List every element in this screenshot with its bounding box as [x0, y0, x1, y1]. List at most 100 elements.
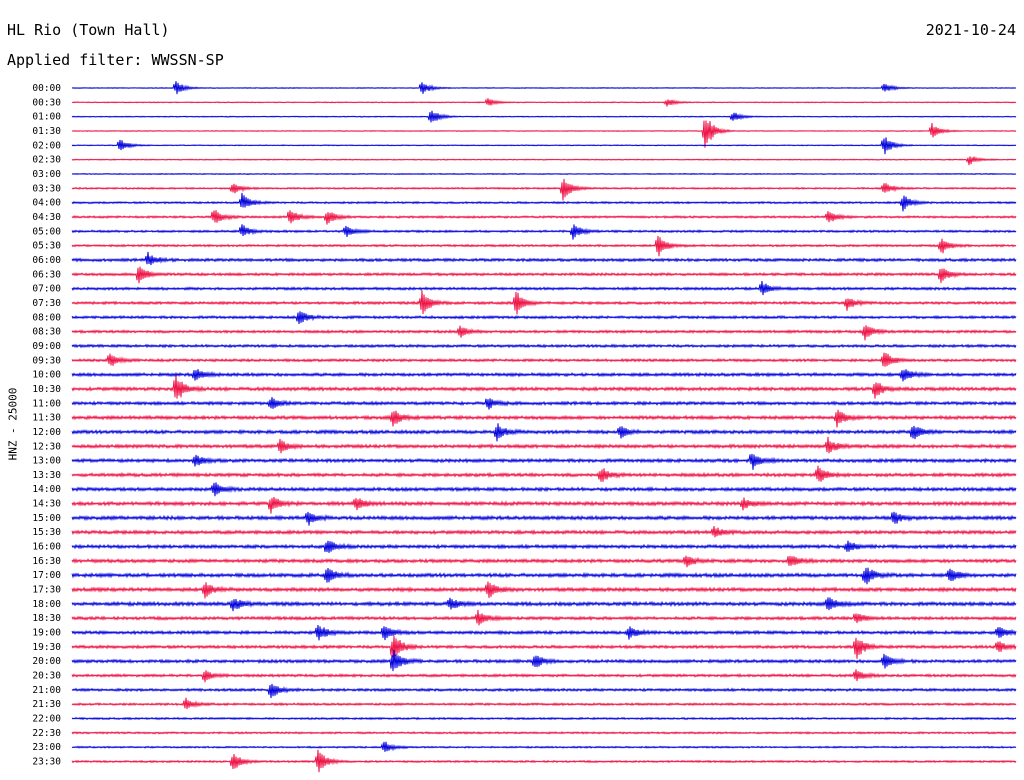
trace-line	[71, 375, 1017, 399]
tick-label: 04:30	[32, 212, 61, 223]
trace-line	[71, 436, 1017, 454]
tick-label: 05:30	[32, 241, 61, 252]
trace-line	[71, 281, 1017, 296]
station-title: HL Rio (Town Hall)	[7, 21, 170, 39]
trace-line	[71, 625, 1017, 641]
tick-label: 18:30	[32, 613, 61, 624]
trace-line	[71, 581, 1017, 599]
trace-line	[71, 137, 1017, 155]
trace-line	[71, 397, 1017, 410]
tick-label: 12:00	[32, 427, 61, 438]
trace-line	[71, 497, 1017, 514]
trace-line	[71, 567, 1017, 585]
tick-label: 23:00	[32, 742, 61, 753]
trace-line	[71, 697, 1017, 710]
tick-label: 00:00	[32, 83, 61, 94]
tick-label: 20:00	[32, 656, 61, 667]
trace-line	[71, 683, 1017, 699]
tick-label: 13:00	[32, 456, 61, 467]
tick-label: 03:30	[32, 183, 61, 194]
tick-label: 13:30	[32, 470, 61, 481]
tick-label: 23:30	[32, 757, 61, 768]
tick-label: 11:00	[32, 398, 61, 409]
trace-line	[71, 156, 1017, 166]
tick-label: 22:30	[32, 728, 61, 739]
tick-label: 16:30	[32, 556, 61, 567]
tick-label: 18:00	[32, 599, 61, 610]
trace-line	[71, 224, 1017, 240]
trace-line	[71, 649, 1017, 672]
tick-label: 21:00	[32, 685, 61, 696]
tick-label: 02:00	[32, 140, 61, 151]
tick-label: 12:30	[32, 441, 61, 452]
chart-date: 2021-10-24	[925, 21, 1016, 39]
tick-label: 02:30	[32, 155, 61, 166]
trace-line	[71, 716, 1017, 721]
tick-label: 19:30	[32, 642, 61, 653]
tick-label: 09:00	[32, 341, 61, 352]
tick-label: 22:00	[32, 714, 61, 725]
tick-label: 17:00	[32, 570, 61, 581]
trace-line	[71, 525, 1017, 538]
trace-line	[71, 110, 1017, 123]
trace-line	[71, 749, 1017, 773]
tick-label: 09:30	[32, 355, 61, 366]
trace-line	[71, 555, 1017, 568]
trace-line	[71, 311, 1017, 325]
tick-label: 08:30	[32, 327, 61, 338]
trace-line	[71, 81, 1017, 95]
trace-line	[71, 609, 1017, 626]
tick-label: 14:30	[32, 499, 61, 510]
tick-label: 04:00	[32, 198, 61, 209]
tick-label: 10:00	[32, 370, 61, 381]
trace-line	[71, 731, 1017, 735]
trace-line	[71, 210, 1017, 225]
tick-label: 17:30	[32, 585, 61, 596]
tick-label: 08:00	[32, 312, 61, 323]
trace-line	[71, 290, 1017, 315]
trace-line	[71, 635, 1017, 659]
tick-label: 10:30	[32, 384, 61, 395]
trace-line	[71, 266, 1017, 284]
tick-label: 16:00	[32, 542, 61, 553]
tick-label: 06:00	[32, 255, 61, 266]
trace-line	[71, 669, 1017, 683]
tick-label: 11:30	[32, 413, 61, 424]
trace-line	[71, 235, 1017, 257]
trace-line	[71, 178, 1017, 201]
trace-line	[71, 172, 1017, 176]
trace-line	[71, 465, 1017, 482]
tick-label: 01:30	[32, 126, 61, 137]
tick-label: 20:30	[32, 671, 61, 682]
tick-label: 14:00	[32, 484, 61, 495]
trace-line	[71, 325, 1017, 341]
trace-line	[71, 741, 1017, 752]
trace-line	[71, 423, 1017, 442]
tick-label: 07:30	[32, 298, 61, 309]
tick-label: 07:00	[32, 284, 61, 295]
trace-line	[71, 352, 1017, 367]
trace-line	[71, 453, 1017, 470]
tick-label: 03:00	[32, 169, 61, 180]
trace-line	[71, 482, 1017, 497]
tick-label: 15:00	[32, 513, 61, 524]
trace-group	[71, 81, 1017, 773]
trace-line	[71, 597, 1017, 612]
trace-line	[71, 120, 1017, 148]
tick-label: 19:00	[32, 628, 61, 639]
tick-label: 15:30	[32, 527, 61, 538]
tick-label: 05:00	[32, 226, 61, 237]
tick-label: 00:30	[32, 97, 61, 108]
trace-line	[71, 511, 1017, 526]
trace-line	[71, 409, 1017, 428]
trace-line	[71, 192, 1017, 212]
trace-line	[71, 343, 1017, 349]
tick-label: 21:30	[32, 699, 61, 710]
tick-label: 06:30	[32, 269, 61, 280]
trace-line	[71, 251, 1017, 266]
trace-line	[71, 98, 1017, 107]
tick-label-group: 00:00 00:30 01:00 01:30 02:00 02:30 03:00 03:30…	[32, 83, 61, 768]
trace-line	[71, 540, 1017, 553]
filter-label: Applied filter: WWSSN-SP	[7, 51, 224, 69]
